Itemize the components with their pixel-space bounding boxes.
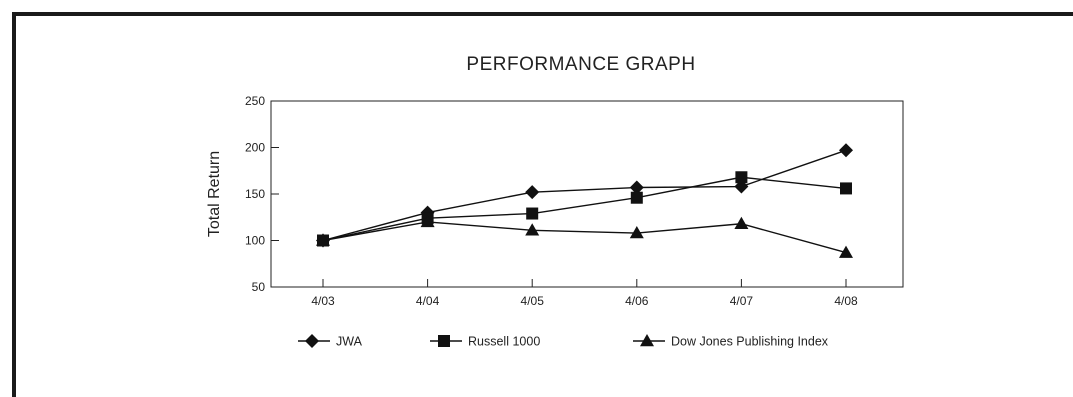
data-point-diamond [525, 185, 540, 200]
data-point-triangle [839, 245, 853, 258]
legend: JWA Russell 1000 Dow Jones Publishing Inde… [298, 334, 829, 349]
x-tick-label: 4/04 [416, 294, 440, 308]
x-tick-label: 4/06 [625, 294, 649, 308]
series-line [322, 149, 847, 242]
x-axis: 4/03 4/04 4/05 4/06 4/07 4/08 [311, 279, 858, 308]
legend-item: Dow Jones Publishing Index [633, 334, 829, 349]
data-point-triangle [420, 214, 435, 228]
data-point-square [840, 182, 852, 195]
legend-label: JWA [336, 335, 363, 349]
legend-label: Russell 1000 [468, 335, 540, 349]
legend-item: Russell 1000 [430, 335, 540, 349]
data-point-square [735, 171, 748, 184]
data-point-square [526, 207, 539, 220]
data-point-triangle [525, 223, 540, 236]
data-point-diamond [629, 180, 644, 195]
y-tick-label: 150 [245, 187, 265, 201]
data-point-square [630, 191, 643, 204]
series-triangle [316, 214, 853, 258]
legend-item: JWA [298, 334, 363, 349]
legend-marker-square [438, 335, 450, 347]
legend-marker-diamond [305, 334, 319, 348]
frame-border-top [12, 12, 1073, 16]
y-tick-label: 100 [245, 234, 265, 248]
data-point-triangle [316, 233, 330, 246]
y-axis-label: Total Return [206, 151, 223, 237]
x-tick-label: 4/07 [730, 294, 754, 308]
y-tick-label: 250 [245, 94, 265, 108]
data-point-diamond [839, 143, 853, 158]
series-line [322, 221, 847, 254]
series-layer [316, 143, 853, 258]
legend-marker-triangle [640, 334, 654, 347]
chart-title: PERFORMANCE GRAPH [466, 54, 695, 75]
series-square [317, 171, 852, 247]
data-point-triangle [734, 216, 749, 230]
legend-label: Dow Jones Publishing Index [671, 335, 829, 349]
data-point-triangle [629, 226, 644, 239]
x-tick-label: 4/05 [521, 294, 545, 308]
y-axis: 250 200 150 100 50 [245, 94, 279, 294]
plot-area-border [270, 100, 904, 288]
frame-border-left [12, 12, 16, 397]
y-tick-label: 200 [245, 141, 265, 155]
y-tick-label: 50 [252, 280, 266, 294]
x-tick-label: 4/08 [834, 294, 858, 308]
x-tick-label: 4/03 [311, 294, 335, 308]
series-line [322, 176, 847, 242]
